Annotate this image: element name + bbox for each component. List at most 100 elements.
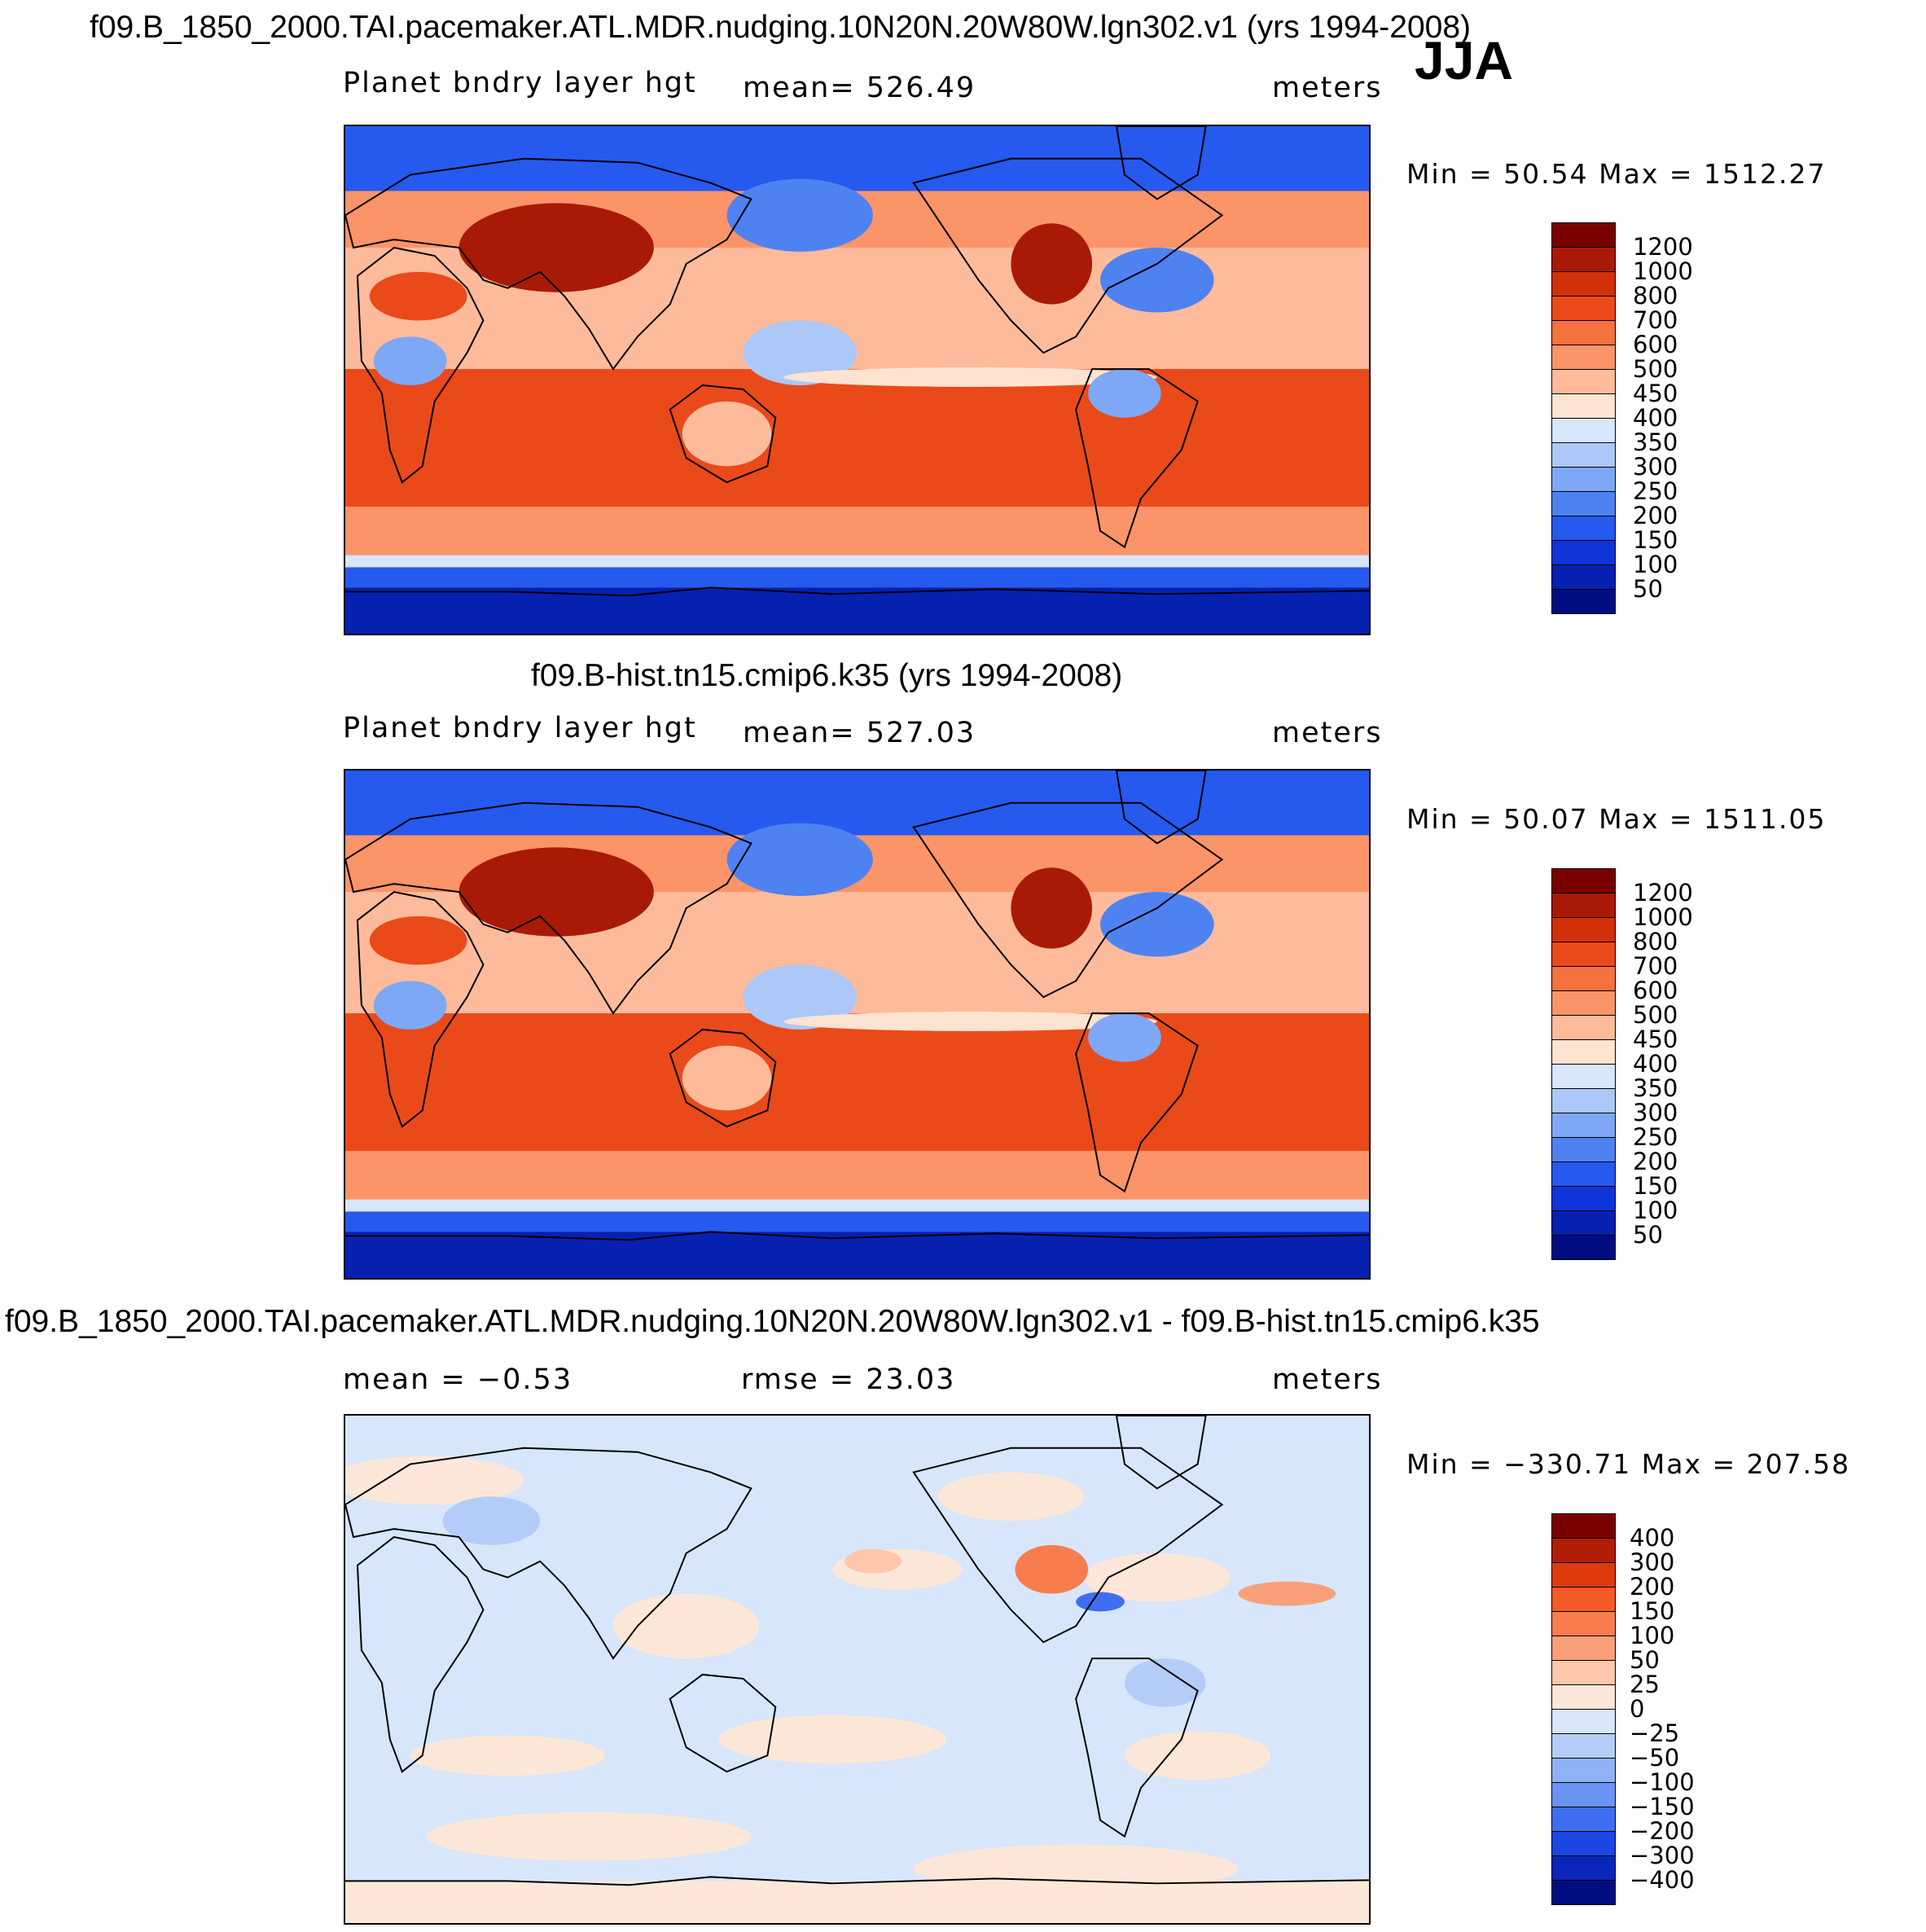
map-itcz-band <box>783 1012 1157 1031</box>
map-southtrade-band <box>345 369 1369 507</box>
panel-2-mean-label: mean= 527.03 <box>743 717 976 749</box>
colorbar-swatch <box>1551 564 1616 590</box>
map-diff-strong-positive <box>1238 1581 1336 1606</box>
colorbar-swatch <box>1551 1587 1616 1612</box>
map-coastline <box>345 1447 752 1660</box>
map-cool-land <box>1088 369 1161 418</box>
panel-1-variable-label: Planet bndry layer hgt <box>343 67 697 99</box>
colorbar-tick-label: 600 <box>1633 977 1678 1004</box>
colorbar-tick-label: 300 <box>1633 1099 1678 1126</box>
colorbar-swatch <box>1551 296 1616 321</box>
colorbar-swatch <box>1551 418 1616 443</box>
colorbar-swatch <box>1551 1088 1616 1113</box>
colorbar-tick-label: 200 <box>1633 502 1678 529</box>
panel-2-minmax: Min = 50.07 Max = 1511.05 <box>1406 803 1827 835</box>
panel-1-map <box>344 125 1371 635</box>
colorbar-tick-label: 150 <box>1633 1172 1678 1200</box>
map-diff-negative <box>1124 1658 1206 1707</box>
map-aus-land <box>682 401 772 467</box>
map-cool-patch <box>726 178 873 252</box>
colorbar-tick-label: 400 <box>1630 1524 1675 1552</box>
map-coastline <box>356 890 485 1128</box>
map-cool-land <box>1088 1013 1161 1062</box>
map-coastline <box>912 1447 1224 1644</box>
colorbar-swatch <box>1551 1015 1616 1040</box>
panel-2-map-svg <box>345 771 1369 1278</box>
colorbar-tick-label: 150 <box>1633 526 1678 554</box>
map-diff-positive <box>426 1811 752 1861</box>
colorbar-tick-label: 500 <box>1633 355 1678 383</box>
map-cool-patch <box>743 964 858 1030</box>
map-diff-negative <box>1076 1592 1125 1612</box>
colorbar-swatch <box>1551 271 1616 296</box>
map-hot-land <box>369 916 467 965</box>
map-antarctic-band <box>345 587 1369 634</box>
colorbar-tick-label: −200 <box>1630 1817 1695 1845</box>
colorbar-swatch <box>1551 1733 1616 1759</box>
map-coastline <box>345 1231 1369 1241</box>
colorbar-tick-label: 800 <box>1633 282 1678 310</box>
season-label: JJA <box>1415 30 1514 90</box>
colorbar-swatch <box>1551 516 1616 541</box>
colorbar-swatch <box>1551 1636 1616 1661</box>
colorbar-swatch <box>1551 589 1616 614</box>
colorbar-swatch <box>1551 1855 1616 1881</box>
map-cool-land <box>373 336 447 385</box>
map-diff-positive <box>345 1456 524 1505</box>
map-coastline <box>1075 368 1199 549</box>
colorbar-swatch <box>1551 1611 1616 1636</box>
colorbar-tick-label: 100 <box>1630 1622 1675 1649</box>
panel-2-units-label: meters <box>1272 717 1383 749</box>
colorbar-tick-label: 450 <box>1633 380 1678 407</box>
colorbar-swatch <box>1551 247 1616 272</box>
panel-3-mean-label: mean = −0.53 <box>343 1363 573 1396</box>
colorbar-swatch <box>1551 990 1616 1016</box>
colorbar-tick-label: 150 <box>1630 1597 1675 1625</box>
map-diff-strong-positive <box>1015 1544 1089 1594</box>
map-itcz-band <box>783 367 1157 387</box>
map-coastline <box>356 1535 485 1773</box>
map-diff-positive <box>612 1593 760 1659</box>
colorbar-swatch <box>1551 1064 1616 1089</box>
colorbar-tick-label: −150 <box>1630 1793 1695 1820</box>
map-coastline <box>912 801 1224 999</box>
map-coastline <box>345 157 752 371</box>
map-coastline <box>345 586 1369 597</box>
map-cool-patch <box>1100 248 1214 313</box>
map-diff-positive <box>410 1735 605 1776</box>
map-coastline <box>356 246 485 484</box>
panel-3-map-svg <box>345 1416 1369 1923</box>
map-coastline <box>912 157 1224 354</box>
map-hot-land <box>458 847 654 937</box>
colorbar-swatch <box>1551 1210 1616 1236</box>
panel-2-title: f09.B-hist.tn15.cmip6.k35 (yrs 1994-2008… <box>531 658 1123 693</box>
colorbar-tick-label: 1000 <box>1633 257 1693 285</box>
colorbar-tick-label: 350 <box>1633 1074 1678 1102</box>
colorbar-swatch <box>1551 1709 1616 1734</box>
map-diff-positive-band <box>345 1881 1369 1923</box>
colorbar-tick-label: 700 <box>1633 952 1678 980</box>
panel-2-colorbar: 1200 1000 800 700 600 500 450 400 350 300 250 200 15… <box>1551 868 1693 1260</box>
panel-1-colorbar: 1200 1000 800 700 600 500 450 400 350 300 250 200 15… <box>1551 222 1693 614</box>
map-southern-band <box>345 567 1369 588</box>
colorbar-swatch <box>1551 442 1616 468</box>
colorbar-tick-label: 100 <box>1633 551 1678 578</box>
map-coastline <box>1075 1012 1199 1193</box>
map-cool-patch <box>726 823 873 897</box>
map-arctic-band <box>345 771 1369 836</box>
map-diff-positive <box>937 1472 1085 1521</box>
colorbar-tick-label: −300 <box>1630 1842 1695 1869</box>
panel-3-map <box>344 1414 1371 1925</box>
colorbar-tick-label: −50 <box>1630 1744 1680 1772</box>
map-cool-patch <box>1100 892 1214 957</box>
colorbar-tick-label: 700 <box>1633 306 1678 334</box>
map-coastline <box>345 1876 1369 1886</box>
colorbar-tick-label: 600 <box>1633 331 1678 358</box>
panel-2-map <box>344 769 1371 1280</box>
map-coastline <box>1075 1658 1199 1838</box>
panel-3-units-label: meters <box>1272 1363 1383 1396</box>
colorbar-swatch <box>1551 1831 1616 1856</box>
panel-2-variable-label: Planet bndry layer hgt <box>343 712 697 744</box>
colorbar-swatch <box>1551 1880 1616 1905</box>
colorbar-swatch <box>1551 222 1616 248</box>
